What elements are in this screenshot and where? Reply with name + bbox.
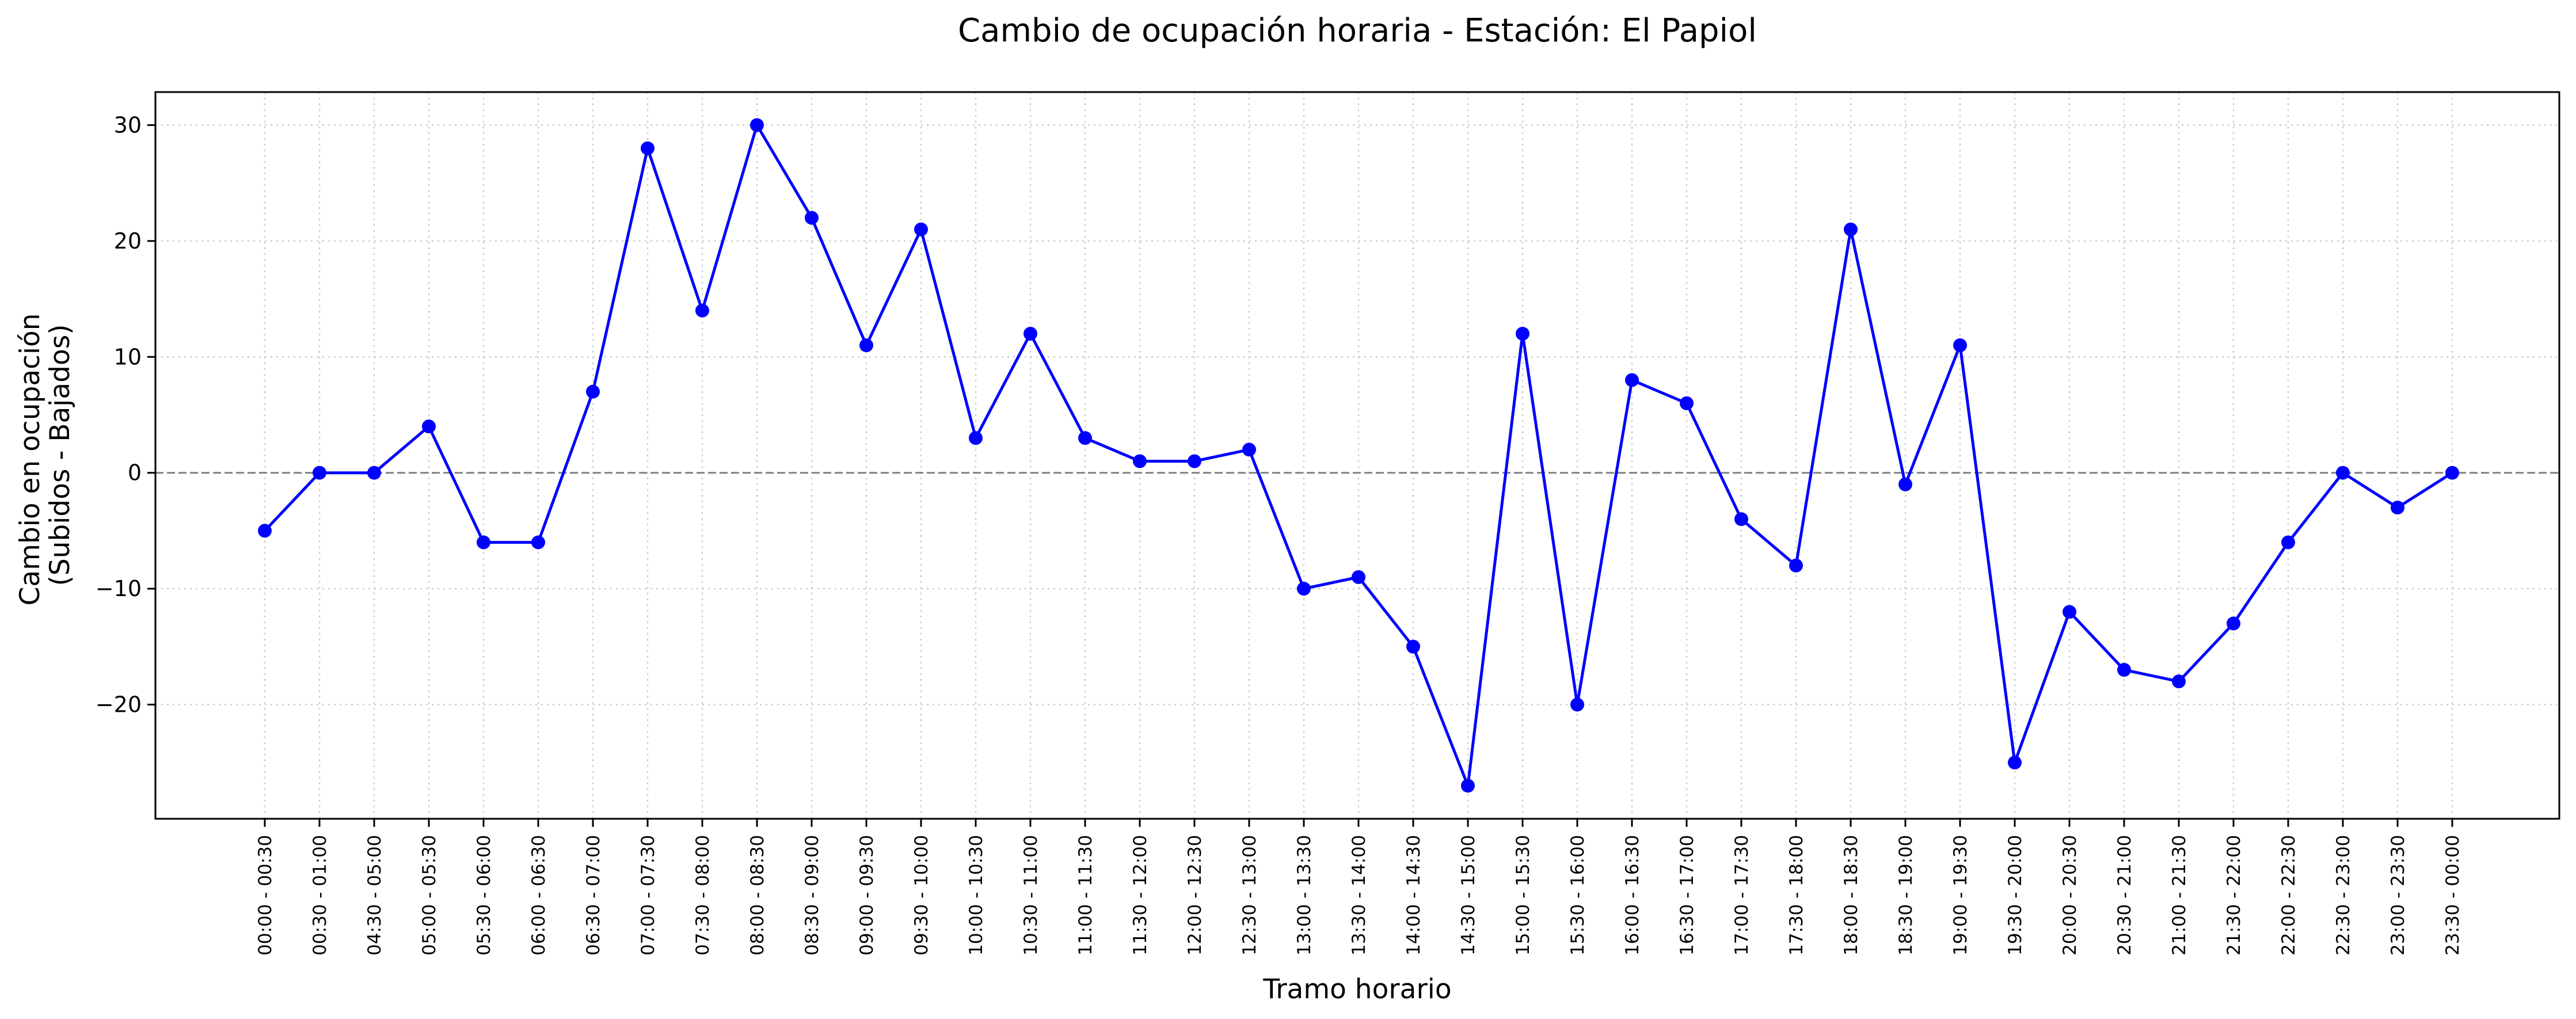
- x-tick-label: 21:30 - 22:00: [2224, 835, 2244, 956]
- x-tick-label: 12:30 - 13:00: [1239, 835, 1260, 956]
- data-point: [750, 118, 764, 132]
- x-tick-label: 06:30 - 07:00: [583, 835, 604, 956]
- x-tick-label: 05:30 - 06:00: [474, 835, 494, 956]
- data-point: [1078, 431, 1092, 445]
- data-point: [641, 141, 655, 155]
- x-tick-label: 16:30 - 17:00: [1677, 835, 1698, 956]
- x-tick-label: 06:00 - 06:30: [528, 835, 549, 956]
- data-point: [2008, 755, 2022, 770]
- data-point: [1789, 558, 1803, 573]
- data-point: [2063, 605, 2076, 619]
- x-tick-label: 21:00 - 21:30: [2169, 835, 2190, 956]
- data-point: [477, 535, 490, 549]
- data-point: [313, 465, 326, 480]
- y-axis-label: Cambio en ocupación (Subidos - Bajados): [14, 304, 76, 605]
- data-series: [258, 118, 2459, 793]
- y-tick-label: −10: [96, 576, 142, 601]
- data-point: [1516, 326, 1529, 341]
- data-point: [586, 384, 600, 399]
- x-tick-label: 12:00 - 12:30: [1185, 835, 1205, 956]
- plot-frame: [154, 91, 2560, 820]
- chart-title: Cambio de ocupación horaria - Estación: …: [958, 12, 1757, 49]
- x-tick-label: 22:00 - 22:30: [2278, 835, 2299, 956]
- data-point: [258, 524, 272, 538]
- data-point: [2172, 674, 2186, 689]
- data-point: [422, 419, 436, 434]
- x-tick-label: 20:00 - 20:30: [2060, 835, 2080, 956]
- data-point: [2227, 616, 2240, 631]
- data-point: [1625, 373, 1639, 387]
- data-point: [2281, 535, 2295, 549]
- x-axis-ticks: 00:00 - 00:30 00:30 - 01:00 04:30 - 05:00 0…: [255, 819, 2463, 956]
- x-tick-label: 17:00 - 17:30: [1732, 835, 1752, 956]
- data-point: [1297, 582, 1311, 596]
- data-point: [1570, 697, 1584, 712]
- x-tick-label: 04:30 - 05:00: [364, 835, 385, 956]
- x-tick-label: 18:30 - 19:00: [1896, 835, 1916, 956]
- data-point: [914, 222, 928, 236]
- data-point: [1844, 222, 1858, 236]
- data-point: [695, 303, 709, 318]
- data-point: [1188, 454, 1201, 468]
- y-tick-label: 0: [128, 460, 142, 486]
- data-point: [2445, 465, 2459, 480]
- data-point: [2117, 663, 2131, 677]
- x-tick-label: 08:30 - 09:00: [802, 835, 823, 956]
- x-axis-label: Tramo horario: [1262, 974, 1451, 1005]
- data-point: [1406, 639, 1420, 654]
- x-tick-label: 11:30 - 12:00: [1130, 835, 1151, 956]
- x-tick-label: 15:00 - 15:30: [1513, 835, 1534, 956]
- y-axis-label-line-1: Cambio en ocupación: [14, 313, 46, 605]
- y-axis-ticks: −20 −10 0 10 20 30: [96, 112, 155, 718]
- x-tick-label: 18:00 - 18:30: [1841, 835, 1862, 956]
- x-tick-label: 09:30 - 10:00: [911, 835, 932, 956]
- x-tick-label: 14:00 - 14:30: [1403, 835, 1424, 956]
- data-point: [1352, 570, 1365, 585]
- x-tick-label: 23:30 - 00:00: [2442, 835, 2463, 956]
- x-tick-label: 00:00 - 00:30: [255, 835, 276, 956]
- y-tick-label: 10: [114, 344, 142, 369]
- x-tick-label: 15:30 - 16:00: [1567, 835, 1588, 956]
- x-tick-label: 22:30 - 23:00: [2333, 835, 2354, 956]
- x-tick-label: 17:30 - 18:00: [1786, 835, 1807, 956]
- x-tick-label: 20:30 - 21:00: [2114, 835, 2135, 956]
- data-point: [1461, 778, 1475, 793]
- data-point: [1898, 477, 1912, 491]
- data-point: [2336, 465, 2350, 480]
- x-tick-label: 16:00 - 16:30: [1622, 835, 1643, 956]
- data-point: [805, 211, 819, 225]
- x-tick-label: 07:30 - 08:00: [692, 835, 713, 956]
- x-tick-label: 13:00 - 13:30: [1294, 835, 1315, 956]
- x-tick-label: 08:00 - 08:30: [747, 835, 768, 956]
- data-point: [1242, 442, 1256, 457]
- data-point: [859, 338, 873, 353]
- x-tick-label: 00:30 - 01:00: [310, 835, 330, 956]
- x-tick-label: 07:00 - 07:30: [638, 835, 659, 956]
- x-tick-label: 05:00 - 05:30: [419, 835, 440, 956]
- y-tick-label: 20: [114, 228, 142, 254]
- data-point: [1133, 454, 1147, 468]
- x-tick-label: 19:00 - 19:30: [1950, 835, 1971, 956]
- x-tick-label: 14:30 - 15:00: [1458, 835, 1479, 956]
- x-tick-label: 09:00 - 09:30: [857, 835, 877, 956]
- x-tick-label: 19:30 - 20:00: [2005, 835, 2026, 956]
- x-tick-label: 10:30 - 11:00: [1021, 835, 1041, 956]
- y-tick-label: 30: [114, 112, 142, 138]
- x-tick-label: 10:00 - 10:30: [966, 835, 987, 956]
- data-point: [1023, 326, 1037, 341]
- data-point: [1734, 512, 1748, 526]
- x-tick-label: 13:30 - 14:00: [1349, 835, 1369, 956]
- x-tick-label: 11:00 - 11:30: [1075, 835, 1096, 956]
- y-tick-label: −20: [96, 692, 142, 718]
- data-point: [1953, 338, 1967, 353]
- data-point: [969, 431, 983, 445]
- x-tick-label: 23:00 - 23:30: [2388, 835, 2408, 956]
- y-axis-label-line-2: (Subidos - Bajados): [44, 324, 76, 586]
- data-point: [1680, 396, 1694, 410]
- data-point: [531, 535, 545, 549]
- grid: [155, 92, 2559, 819]
- data-point: [367, 465, 381, 480]
- data-point: [2391, 501, 2404, 515]
